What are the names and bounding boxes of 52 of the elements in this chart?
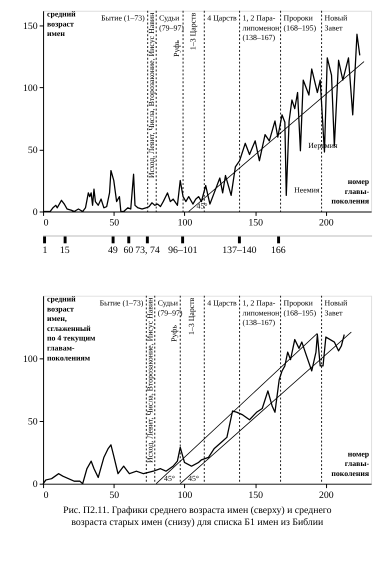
y-axis-title: средний возраст имен, сглаженный по 4 текущим главам- поколениям — [47, 294, 96, 362]
annotation: Судьи (79–97) — [159, 14, 184, 32]
annotation: 1, 2 Пара- липоменон (138–167) — [242, 14, 280, 42]
annotation: 45° — [164, 474, 175, 483]
x-axis-title: номер главы- поколения — [331, 449, 370, 478]
x-tick-label: 200 — [319, 490, 334, 501]
ref-line-label: Руфь — [172, 40, 182, 57]
x2-tick-label: 60 — [124, 245, 134, 256]
x-tick-label: 150 — [248, 218, 264, 229]
y-axis-title: средний возраст имен — [47, 10, 76, 38]
x-tick-label: 100 — [178, 218, 192, 229]
annotation: Исход, Левит, Числа, Второзаконие, Иисус Навин — [145, 298, 154, 463]
x2-tick-label: 1 — [42, 245, 48, 256]
annotation: Бытие (1–73) — [100, 298, 144, 308]
y-tick-label: 150 — [23, 21, 38, 32]
annotation: 45° — [196, 202, 208, 211]
text: Рис. П2.11. Графики среднего возраста имен (сверху) и среднего возраста старых имен (снизу) для списка Б1 имен из Библии — [63, 505, 332, 528]
x-tick-label: 100 — [178, 490, 192, 501]
x-tick-label: 50 — [109, 490, 120, 501]
x-tick-label: 0 — [44, 490, 49, 501]
x-tick-label: 50 — [109, 218, 120, 229]
annotation: 1, 2 Пара- липоменон (138–167) — [242, 298, 280, 328]
x-tick-label: 200 — [319, 218, 334, 229]
x2-tick-label: 73, 74 — [135, 245, 160, 256]
x-tick-label: 0 — [44, 218, 49, 229]
y-tick-label: 50 — [28, 144, 38, 156]
x2-tick-label: 15 — [60, 245, 70, 256]
annotation: Неемия — [294, 185, 320, 194]
annotation: Новый Завет — [324, 298, 348, 318]
y-tick-label: 0 — [32, 206, 38, 218]
x2-tick-label: 137–140 — [222, 245, 257, 256]
annotation: Пророки (168–195) — [284, 14, 317, 32]
annotation: Судьи (79–97) — [158, 298, 183, 318]
x-tick-label: 150 — [248, 490, 264, 501]
annotation: Исход, Левит, Числа, Второзаконие, Иисус Навин — [146, 12, 156, 178]
annotation: 1–3 Царств — [188, 12, 198, 50]
annotation: Пророки (168–195) — [284, 298, 317, 318]
x2-tick-label: 166 — [270, 245, 286, 256]
x-axis-title: номер главы- поколения — [331, 177, 370, 206]
y-tick-label: 100 — [23, 83, 38, 94]
y-tick-label: 100 — [23, 354, 38, 365]
x2-tick-label: 96–101 — [168, 245, 198, 256]
annotation: 4 Царств — [207, 298, 238, 308]
ref-line-label: Руфь — [169, 324, 178, 342]
annotation: Бытие (1–73) — [101, 14, 146, 23]
annotation: 45° — [188, 474, 200, 483]
y-tick-label: 0 — [32, 479, 38, 490]
annotation: Новый Завет — [324, 14, 348, 32]
annotation: 1–3 Царств — [187, 297, 196, 335]
annotation: 4 Царств — [207, 14, 238, 23]
y-tick-label: 50 — [28, 416, 38, 428]
x2-tick-label: 49 — [108, 245, 118, 256]
